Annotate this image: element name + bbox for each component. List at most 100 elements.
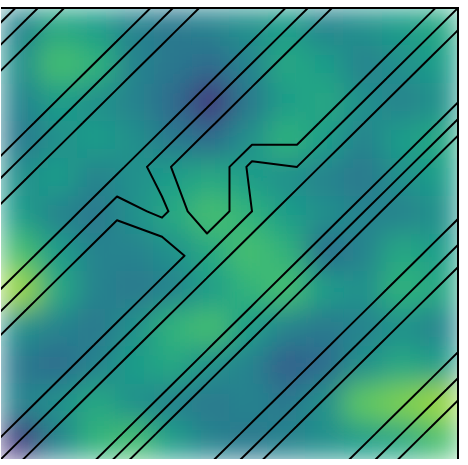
cell [420, 158, 458, 196]
cell [191, 384, 230, 422]
cell [115, 384, 154, 422]
cell [344, 384, 383, 422]
cell [382, 271, 421, 309]
cell [153, 309, 192, 347]
cell [153, 346, 192, 384]
cell [268, 121, 307, 159]
cell [344, 421, 383, 459]
cell [306, 421, 345, 459]
cell [306, 309, 345, 347]
cell [268, 196, 307, 234]
cell [115, 234, 154, 272]
contour-line [1, 8, 458, 459]
cell [1, 158, 40, 196]
contour-line [1, 8, 458, 459]
cell [382, 234, 421, 272]
cell [77, 8, 116, 46]
cell [39, 421, 78, 459]
cell [77, 421, 116, 459]
cell [1, 196, 40, 234]
cell [115, 8, 154, 46]
cell [77, 46, 116, 84]
cell [39, 346, 78, 384]
cell [344, 271, 383, 309]
cell [191, 46, 230, 84]
cell [191, 421, 230, 459]
cell [77, 83, 116, 121]
cell [382, 196, 421, 234]
cell [115, 196, 154, 234]
cell [268, 234, 307, 272]
cell [1, 8, 40, 46]
cell [230, 346, 269, 384]
cell [268, 384, 307, 422]
cell [1, 346, 40, 384]
cell [306, 83, 345, 121]
cell [344, 158, 383, 196]
cell [306, 46, 345, 84]
plot-area [1, 8, 458, 459]
cell [1, 234, 40, 272]
cell [382, 121, 421, 159]
cell [420, 346, 458, 384]
cell [39, 158, 78, 196]
cell [382, 384, 421, 422]
cell [153, 8, 192, 46]
cell [230, 121, 269, 159]
cell [153, 234, 192, 272]
cell [344, 121, 383, 159]
cell [153, 421, 192, 459]
cell [77, 384, 116, 422]
cell [191, 158, 230, 196]
cell [420, 384, 458, 422]
cell [382, 421, 421, 459]
cell [344, 8, 383, 46]
cell [420, 196, 458, 234]
cell [344, 309, 383, 347]
cell [39, 83, 78, 121]
cell [306, 158, 345, 196]
cell [77, 271, 116, 309]
cell [306, 346, 345, 384]
cell [39, 46, 78, 84]
cell [115, 83, 154, 121]
cell [230, 234, 269, 272]
cell [306, 196, 345, 234]
cell [268, 346, 307, 384]
chart [0, 0, 468, 465]
cell [268, 83, 307, 121]
cell [420, 46, 458, 84]
cell [230, 271, 269, 309]
cell [191, 8, 230, 46]
cell [153, 83, 192, 121]
cell [191, 196, 230, 234]
cell [77, 121, 116, 159]
cell [115, 121, 154, 159]
cell [420, 421, 458, 459]
cell [153, 196, 192, 234]
cell [115, 46, 154, 84]
cell [39, 309, 78, 347]
cell [1, 83, 40, 121]
cell [230, 384, 269, 422]
cell [420, 309, 458, 347]
cell [39, 196, 78, 234]
cell [344, 234, 383, 272]
cell [230, 8, 269, 46]
cell [382, 346, 421, 384]
cell [1, 121, 40, 159]
contour-line [1, 8, 458, 459]
cell [1, 384, 40, 422]
cell [306, 271, 345, 309]
chart-root [0, 0, 468, 465]
cell [39, 121, 78, 159]
cell [268, 309, 307, 347]
cell [191, 271, 230, 309]
cell [420, 234, 458, 272]
contour-lines [1, 8, 458, 459]
cell [191, 309, 230, 347]
cell [115, 158, 154, 196]
cell [420, 83, 458, 121]
cell [77, 158, 116, 196]
cell [153, 46, 192, 84]
